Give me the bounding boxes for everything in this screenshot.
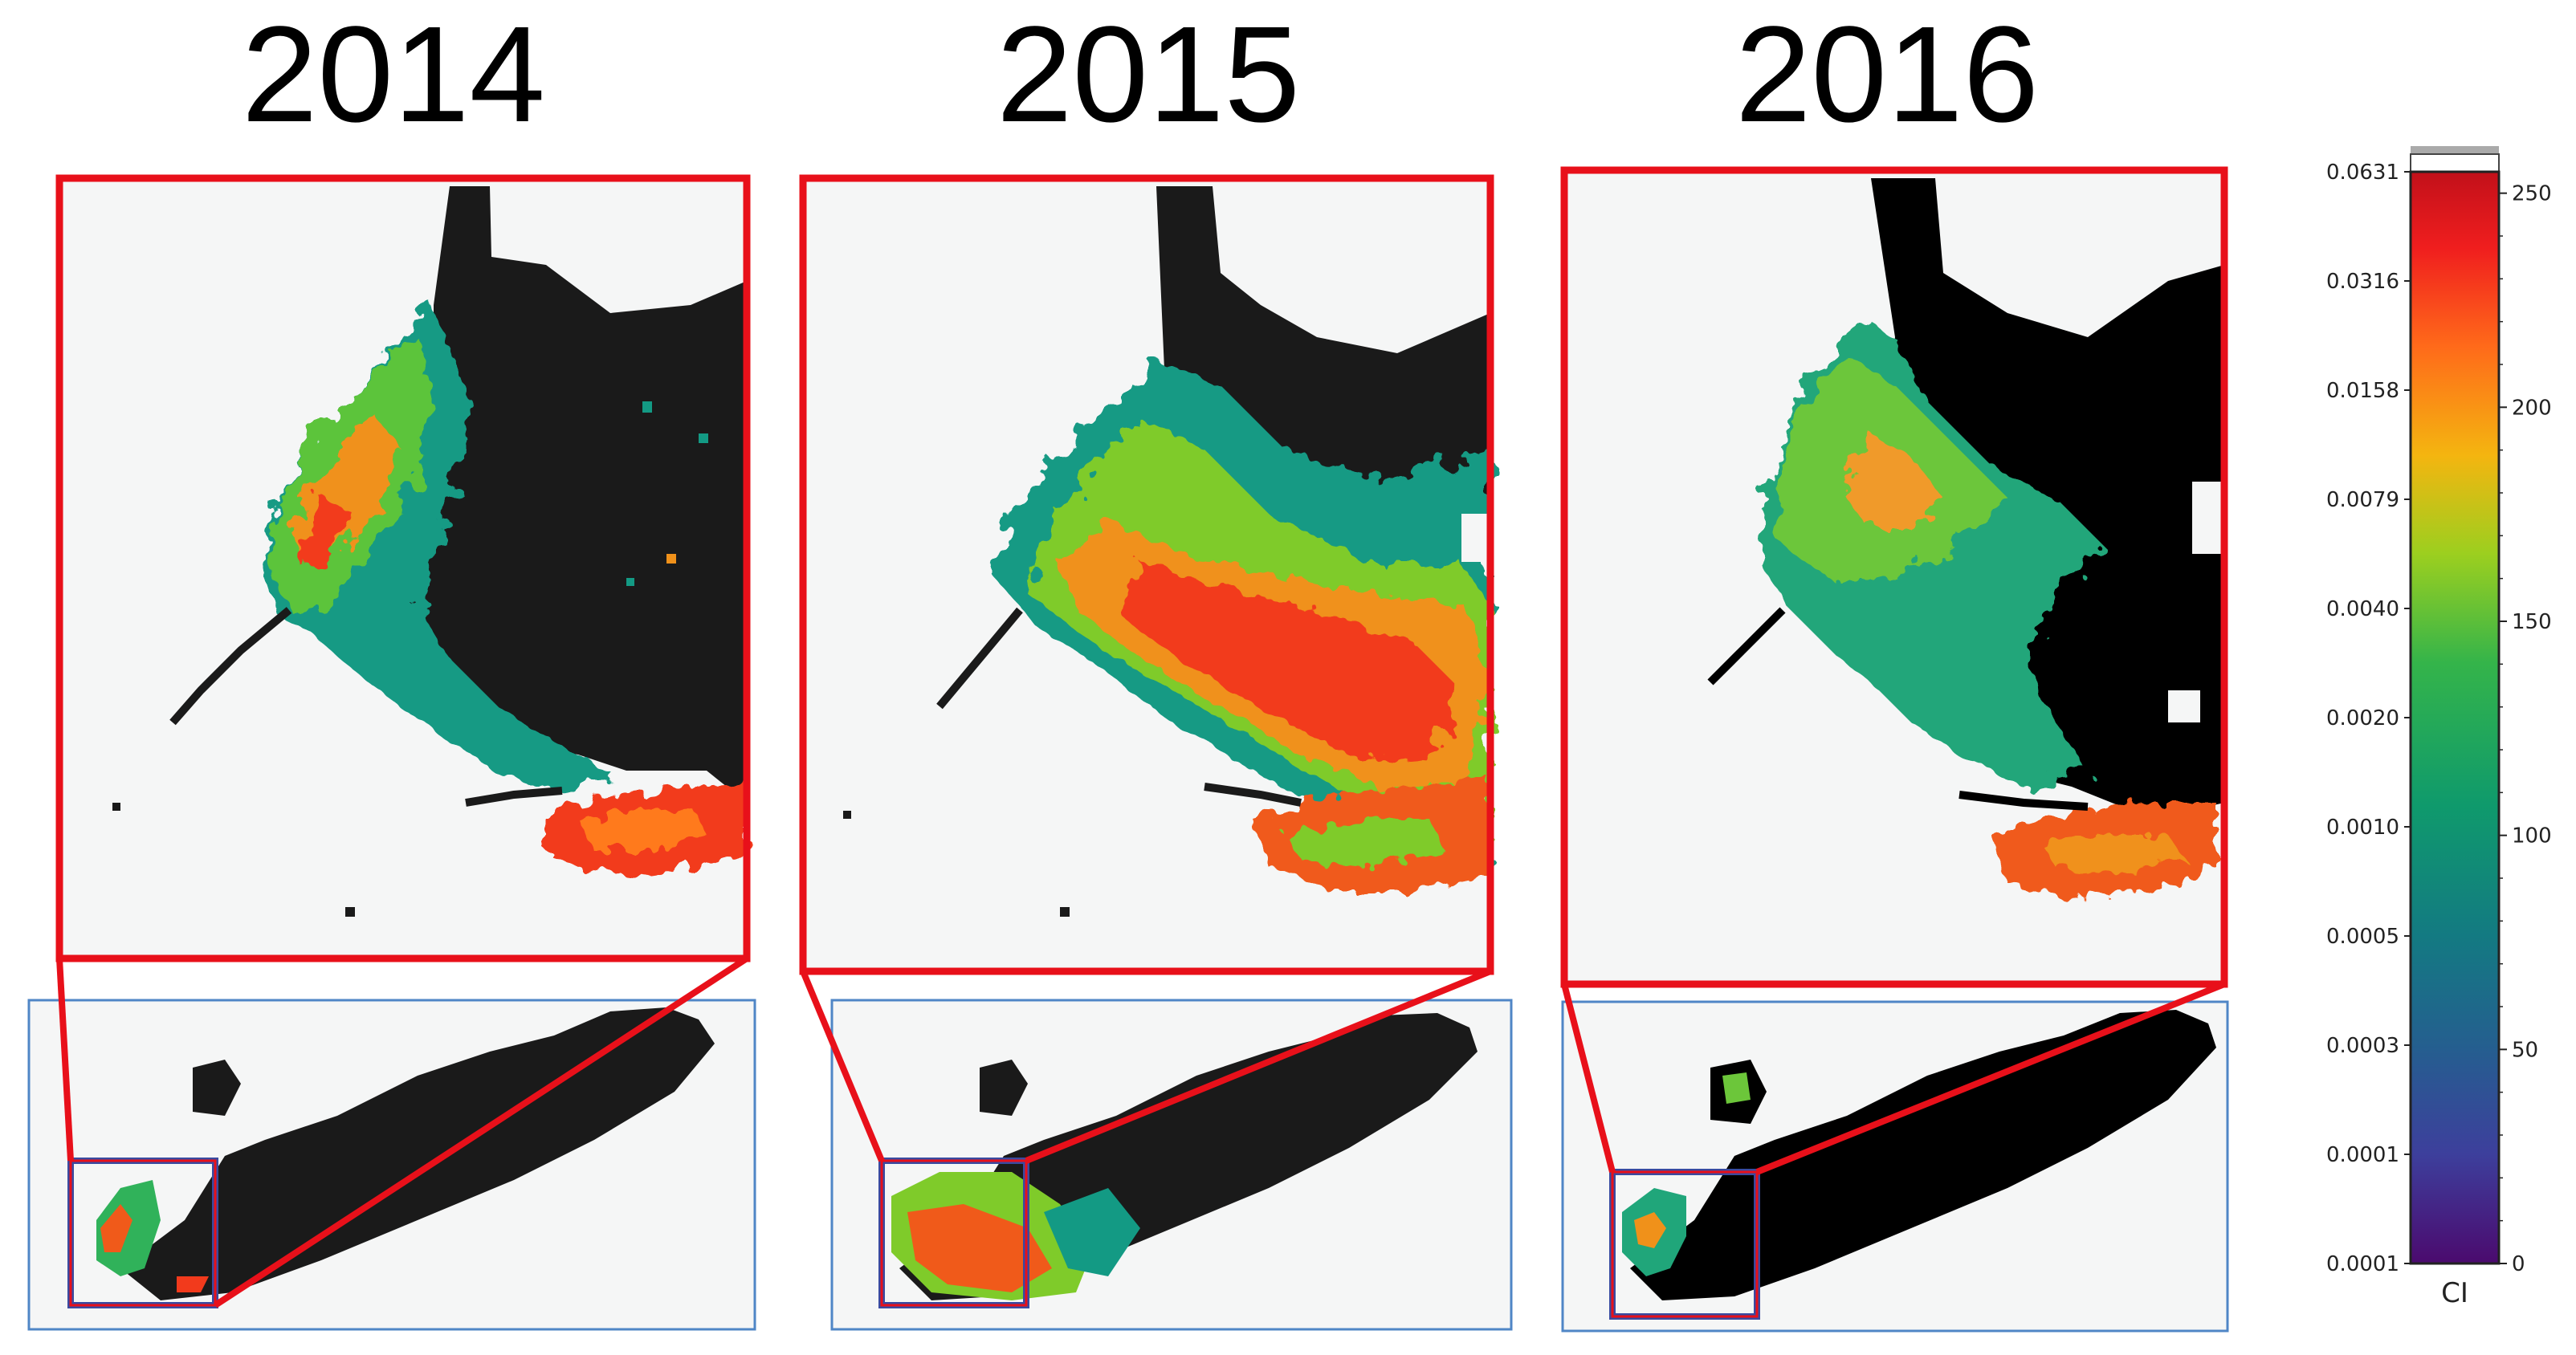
connector-line-left: [800, 970, 885, 1162]
connector-line-left: [56, 958, 74, 1162]
lake-erie-shape: [1630, 1010, 2216, 1300]
year-title-2016: 2016: [1734, 0, 2040, 151]
colorbar-right-tick-label: 50: [2512, 1038, 2538, 1062]
overview-map-2016: [1561, 1000, 2229, 1333]
colorbar-left-tick-label: 0.0631: [2326, 161, 2399, 185]
colorbar-right-tick-label: 200: [2512, 396, 2552, 420]
colorbar-left-tick-label: 0.0003: [2326, 1034, 2399, 1058]
connector-line-right: [213, 955, 749, 1308]
zoom-frame: [799, 174, 1494, 975]
colorbar-gradient: [2409, 170, 2501, 1265]
colorbar-left-tick-label: 0.0001: [2326, 1143, 2399, 1167]
overview-map-2014: [27, 999, 756, 1331]
connector-line-right: [1025, 968, 1492, 1164]
lake-erie-shape: [120, 1007, 715, 1300]
overview-map-2015: [830, 999, 1513, 1331]
colorbar-right-tick-label: 150: [2512, 610, 2552, 634]
zoom-view-2014: [55, 174, 751, 962]
colorbar-title: CI: [2441, 1277, 2468, 1309]
year-title-2014: 2014: [241, 0, 546, 151]
colorbar-left-tick-label: 0.0010: [2326, 816, 2399, 840]
zoom-view-2016: [1560, 166, 2228, 988]
zoom-view-2015: [799, 174, 1494, 975]
panel-2014: [27, 174, 756, 1331]
colorbar-right-tick-label: 100: [2512, 824, 2552, 848]
colorbar-left-tick-label: 0.0079: [2326, 488, 2399, 512]
colorbar-left-tick-label: 0.0158: [2326, 379, 2399, 403]
panel-2016: [1560, 166, 2229, 1333]
colorbar-right-tick-label: 250: [2512, 182, 2552, 206]
colorbar: 0.0631 0.0316 0.0158 0.0079 0.0040 0.0020 0.00…: [2326, 146, 2552, 1309]
colorbar-left-tick-label: 0.0005: [2326, 925, 2399, 949]
connector-line-right: [1755, 981, 2226, 1175]
colorbar-left-tick-label: 0.0040: [2326, 597, 2399, 621]
panel-2015: [799, 174, 1513, 1331]
colorbar-right-tick-label: 0: [2512, 1252, 2525, 1276]
colorbar-left-tick-label: 0.0020: [2326, 706, 2399, 730]
colorbar-left-tick-label: 0.0316: [2326, 270, 2399, 294]
connector-line-left: [1561, 983, 1616, 1173]
colorbar-right-ticks: 250 200 150 100 50 0: [2499, 182, 2552, 1276]
zoom-frame: [55, 174, 751, 962]
year-title-2015: 2015: [996, 0, 1301, 151]
colorbar-left-tick-label: 0.0001: [2326, 1252, 2399, 1276]
zoom-frame: [1560, 166, 2228, 988]
colorbar-left-ticks: 0.0631 0.0316 0.0158 0.0079 0.0040 0.0020 0.00…: [2326, 161, 2411, 1276]
